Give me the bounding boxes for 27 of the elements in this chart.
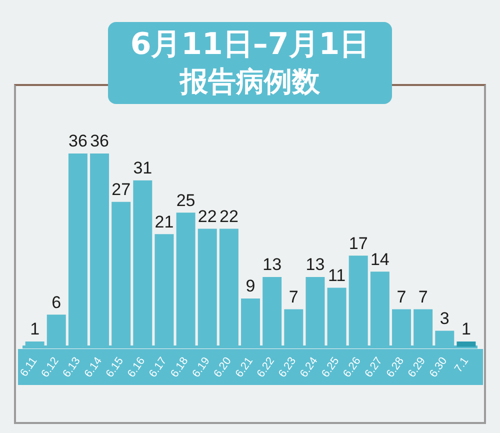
- x-tick-label: 7.1: [452, 355, 472, 375]
- data-label: 7: [288, 287, 298, 306]
- data-label: 7: [396, 287, 406, 306]
- data-label: 25: [176, 190, 196, 210]
- data-label: 14: [370, 250, 390, 269]
- data-label: 36: [68, 132, 88, 151]
- data-label: 9: [246, 276, 256, 296]
- data-label: 6: [52, 292, 62, 312]
- bar: [456, 342, 476, 347]
- data-label: 3: [440, 308, 450, 328]
- data-label: 21: [154, 212, 174, 232]
- data-label: 13: [306, 255, 325, 274]
- chart-title: 6月11日–7月1日: [129, 26, 371, 64]
- chart-subtitle: 报告病例数: [178, 64, 321, 100]
- data-label: 13: [262, 255, 282, 274]
- x-tick-label: 6.11: [18, 355, 40, 380]
- x-tick-label: 6.21: [233, 355, 256, 380]
- data-label: 36: [90, 132, 109, 151]
- data-label: 22: [198, 206, 217, 226]
- data-label: 1: [30, 320, 40, 339]
- data-label: 7: [418, 287, 428, 306]
- data-label: 1: [461, 320, 471, 339]
- data-label: 11: [328, 266, 346, 285]
- data-label: 31: [133, 158, 152, 178]
- data-label: 27: [112, 180, 131, 200]
- data-label: 17: [348, 234, 368, 253]
- data-label: 22: [219, 206, 238, 226]
